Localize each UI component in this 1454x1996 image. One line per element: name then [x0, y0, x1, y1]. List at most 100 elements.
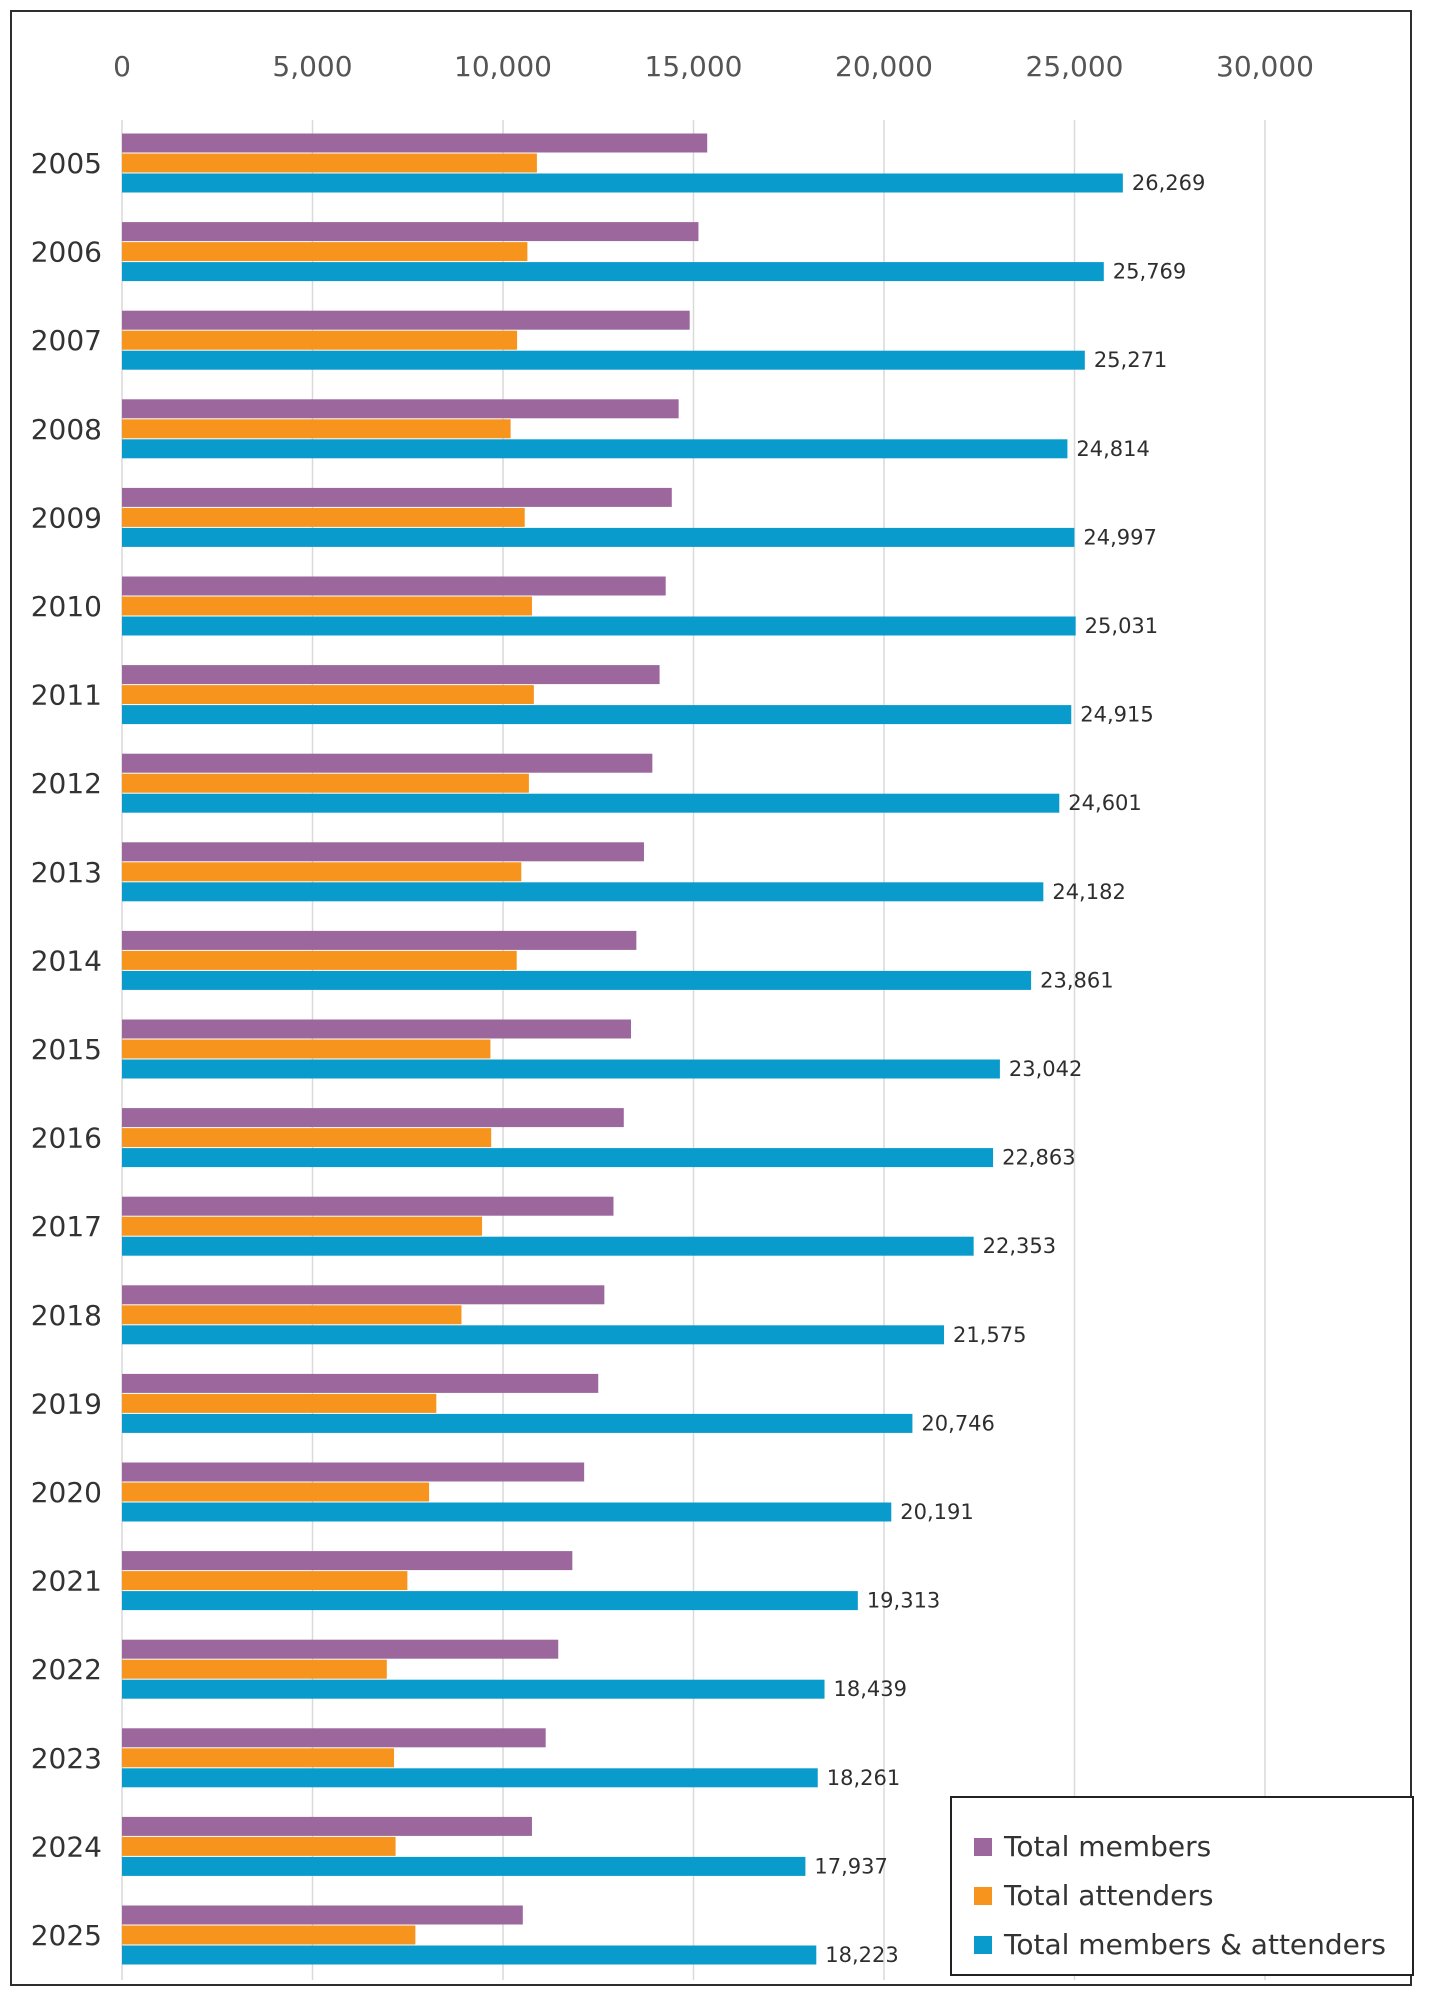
data-label: 25,031 [1085, 614, 1158, 638]
data-label: 18,261 [827, 1766, 900, 1790]
bar [122, 862, 522, 882]
y-tick-label: 2014 [31, 944, 102, 977]
bar [122, 419, 511, 439]
data-label: 19,313 [867, 1589, 940, 1613]
y-tick-label: 2023 [31, 1742, 102, 1775]
legend-swatch-total [974, 1935, 992, 1954]
legend-label-attenders: Total attenders [1004, 1879, 1214, 1912]
bar [122, 1128, 492, 1148]
bar [122, 1571, 408, 1591]
bar [122, 1059, 1000, 1079]
y-tick-label: 2007 [31, 324, 102, 357]
data-label: 23,042 [1009, 1057, 1082, 1081]
legend-label-members: Total members [1004, 1830, 1212, 1863]
x-tick-label: 0 [113, 50, 131, 83]
y-tick-label: 2013 [31, 856, 102, 889]
y-tick-label: 2009 [31, 501, 102, 534]
bar [122, 1393, 437, 1413]
bar [122, 1659, 387, 1679]
bar [122, 1108, 624, 1128]
data-label: 23,861 [1040, 968, 1113, 992]
legend-item-members: Total members [974, 1822, 1412, 1871]
bar [122, 439, 1068, 459]
y-tick-label: 2025 [31, 1919, 102, 1952]
y-tick-label: 2017 [31, 1210, 102, 1243]
x-axis-ticks: 0 5,000 10,000 15,000 20,000 25,000 30,000 [113, 50, 1314, 83]
bar [122, 330, 518, 350]
y-tick-label: 2008 [31, 413, 102, 446]
bar [122, 222, 699, 242]
bar [122, 242, 528, 262]
bar [122, 527, 1075, 547]
bar [122, 616, 1076, 636]
bar [122, 1679, 825, 1699]
bar [122, 1305, 462, 1325]
bar [122, 930, 637, 950]
data-label: 20,191 [900, 1500, 973, 1524]
data-label: 22,863 [1002, 1146, 1075, 1170]
bar [122, 1905, 523, 1925]
legend-item-attenders: Total attenders [974, 1871, 1412, 1920]
legend-swatch-members [974, 1837, 992, 1856]
bar [122, 773, 529, 793]
x-tick-label: 15,000 [645, 50, 743, 83]
bar [122, 753, 653, 773]
bars [122, 133, 1123, 1965]
legend-item-total: Total members & attenders [974, 1920, 1412, 1969]
bar [122, 1728, 546, 1748]
y-tick-label: 2024 [31, 1830, 102, 1863]
bar [122, 1748, 395, 1768]
data-label: 24,601 [1068, 791, 1141, 815]
bar [122, 596, 532, 616]
x-tick-label: 30,000 [1216, 50, 1314, 83]
bar [122, 1196, 614, 1216]
data-label: 18,439 [834, 1677, 907, 1701]
data-label: 24,814 [1076, 437, 1149, 461]
data-label: 17,937 [814, 1854, 887, 1878]
bar [122, 842, 644, 862]
bar [122, 950, 517, 970]
bar [122, 487, 672, 507]
bar [122, 576, 666, 596]
bar [122, 133, 708, 153]
bar [122, 262, 1104, 282]
legend: Total members Total attenders Total memb… [950, 1796, 1414, 1976]
y-tick-label: 2018 [31, 1299, 102, 1332]
data-label: 24,915 [1080, 703, 1153, 727]
bar [122, 1285, 605, 1305]
y-tick-label: 2015 [31, 1033, 102, 1066]
y-tick-label: 2005 [31, 147, 102, 180]
bar [122, 665, 660, 685]
y-tick-label: 2016 [31, 1122, 102, 1155]
bar [122, 1039, 491, 1059]
bar [122, 1768, 818, 1788]
bar [122, 1482, 430, 1502]
x-tick-label: 25,000 [1026, 50, 1124, 83]
x-tick-label: 10,000 [454, 50, 552, 83]
y-axis-ticks: 2005 2006 2007 2008 2009 2010 2011 2012 2013 2014… [31, 147, 102, 1952]
legend-label-total: Total members & attenders [1004, 1928, 1386, 1961]
bar [122, 1462, 585, 1482]
bar [122, 685, 534, 705]
bar [122, 153, 537, 173]
data-label: 24,182 [1052, 880, 1125, 904]
bar [122, 1945, 817, 1965]
bar [122, 507, 525, 527]
data-labels: 26,269 25,769 25,271 24,814 24,997 25,031 24,9… [814, 171, 1205, 1967]
bar [122, 1236, 974, 1256]
y-tick-label: 2022 [31, 1653, 102, 1686]
data-label: 21,575 [953, 1323, 1026, 1347]
bar [122, 970, 1032, 990]
x-tick-label: 5,000 [272, 50, 352, 83]
y-tick-label: 2021 [31, 1565, 102, 1598]
y-tick-label: 2020 [31, 1476, 102, 1509]
bar [122, 1148, 994, 1168]
bar [122, 1925, 416, 1945]
bar [122, 1325, 945, 1345]
bar [122, 1373, 599, 1393]
bar [122, 882, 1044, 902]
bar [122, 1502, 892, 1522]
y-tick-label: 2012 [31, 767, 102, 800]
data-label: 26,269 [1132, 171, 1205, 195]
